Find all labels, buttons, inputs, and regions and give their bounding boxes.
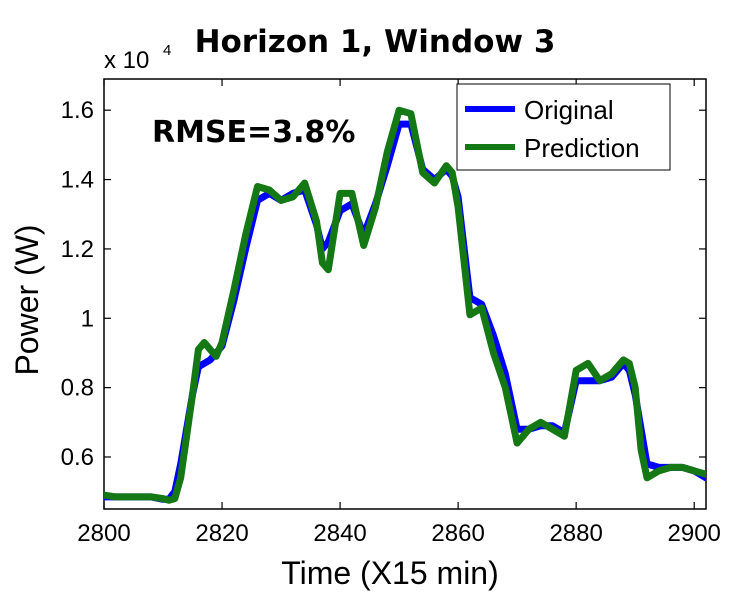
- x-tick-label: 2900: [668, 520, 721, 547]
- legend-box: [456, 83, 671, 171]
- x-tick-label: 2840: [313, 520, 366, 547]
- y-exponent-base: x 10: [104, 47, 149, 74]
- chart-title: Horizon 1, Window 3: [195, 24, 556, 60]
- y-tick-label: 0.6: [61, 444, 94, 471]
- rmse-annotation: RMSE=3.8%: [152, 115, 355, 150]
- legend: Original Prediction: [456, 83, 671, 171]
- y-tick-label: 0.8: [61, 375, 94, 402]
- x-tick-label: 2820: [195, 520, 248, 547]
- x-tick-label: 2880: [549, 520, 602, 547]
- legend-label-original: Original: [524, 95, 614, 125]
- x-tick-label: 2860: [431, 520, 484, 547]
- legend-label-prediction: Prediction: [524, 133, 640, 163]
- y-exponent-power: 4: [163, 42, 171, 59]
- axis-ticks: [103, 79, 706, 509]
- tick-labels: 2800 2820 2840 2860 2880 2900 0.6 0.8 1 1.2 1.4 1.6: [61, 97, 721, 547]
- x-axis-label: Time (X15 min): [281, 555, 499, 591]
- y-tick-label: 1.6: [61, 97, 94, 124]
- y-tick-label: 1.4: [61, 167, 94, 194]
- x-tick-label: 2800: [77, 520, 130, 547]
- series-lines: [104, 106, 706, 504]
- y-tick-label: 1.2: [61, 236, 94, 263]
- y-tick-label: 1: [81, 305, 94, 332]
- y-exponent-label: x 10 4: [104, 42, 171, 74]
- y-axis-label: Power (W): [9, 224, 45, 375]
- series-line-prediction: [104, 106, 706, 504]
